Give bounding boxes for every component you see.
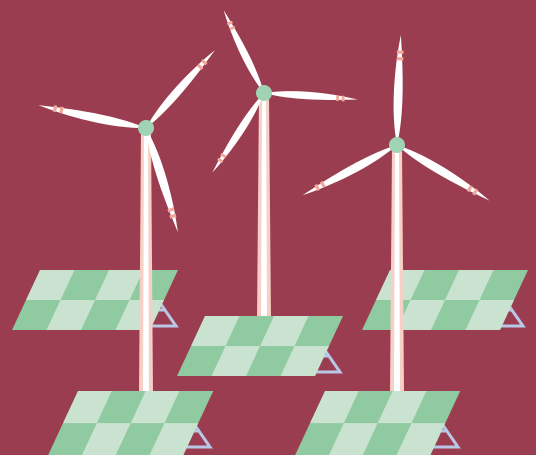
solar-panel	[177, 316, 343, 376]
solar-panel	[12, 270, 178, 330]
solar-panel	[362, 270, 528, 330]
illustration	[0, 0, 536, 455]
page	[0, 0, 536, 455]
